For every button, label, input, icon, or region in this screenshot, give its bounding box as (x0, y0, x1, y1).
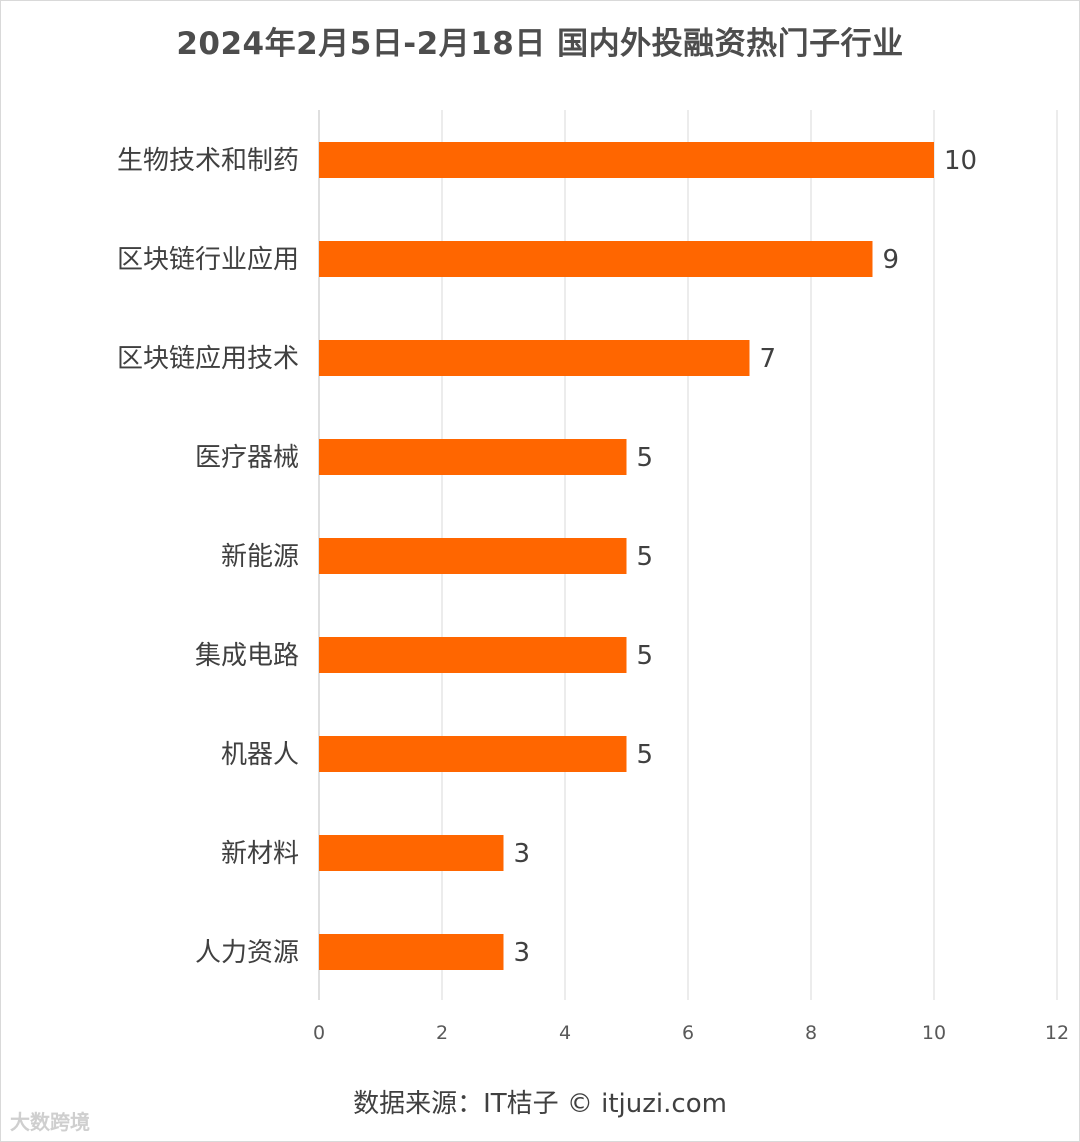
category-label: 机器人 (221, 740, 299, 770)
data-label: 5 (637, 443, 654, 473)
bar (319, 241, 873, 277)
x-tick-label: 8 (805, 1022, 817, 1044)
data-label: 7 (760, 344, 777, 374)
x-tick-label: 6 (682, 1022, 694, 1044)
bar (319, 736, 627, 772)
bar (319, 637, 627, 673)
data-label: 3 (514, 938, 531, 968)
x-tick-label: 0 (313, 1022, 325, 1044)
bar (319, 340, 750, 376)
bar (319, 439, 627, 475)
x-tick-label: 10 (922, 1022, 946, 1044)
x-tick-label: 12 (1045, 1022, 1069, 1044)
category-label: 区块链应用技术 (117, 344, 299, 374)
bar (319, 142, 934, 178)
watermark: 大数跨境 (10, 1110, 90, 1134)
labels: 0 2 4 6 8 10 12 生物技术和制药 10 区块链行业应用 9 区块链应用技术 7 医疗器械 5 新… (117, 146, 1069, 1044)
bar (319, 538, 627, 574)
category-label: 新材料 (221, 839, 299, 869)
category-label: 区块链行业应用 (117, 245, 299, 275)
source-note: 数据来源：IT桔子 © itjuzi.com (353, 1089, 727, 1119)
chart-title: 2024年2月5日-2月18日 国内外投融资热门子行业 (176, 26, 904, 62)
data-label: 5 (637, 641, 654, 671)
bar (319, 835, 504, 871)
data-label: 5 (637, 542, 654, 572)
category-label: 人力资源 (195, 938, 299, 968)
category-label: 新能源 (221, 542, 299, 572)
x-tick-label: 2 (436, 1022, 448, 1044)
bar (319, 934, 504, 970)
data-label: 10 (944, 146, 977, 176)
x-tick-label: 4 (559, 1022, 571, 1044)
category-label: 集成电路 (195, 641, 299, 671)
data-label: 3 (514, 839, 531, 869)
category-label: 医疗器械 (195, 443, 299, 473)
data-label: 9 (883, 245, 900, 275)
bars (319, 142, 934, 970)
data-label: 5 (637, 740, 654, 770)
category-label: 生物技术和制药 (117, 146, 299, 176)
